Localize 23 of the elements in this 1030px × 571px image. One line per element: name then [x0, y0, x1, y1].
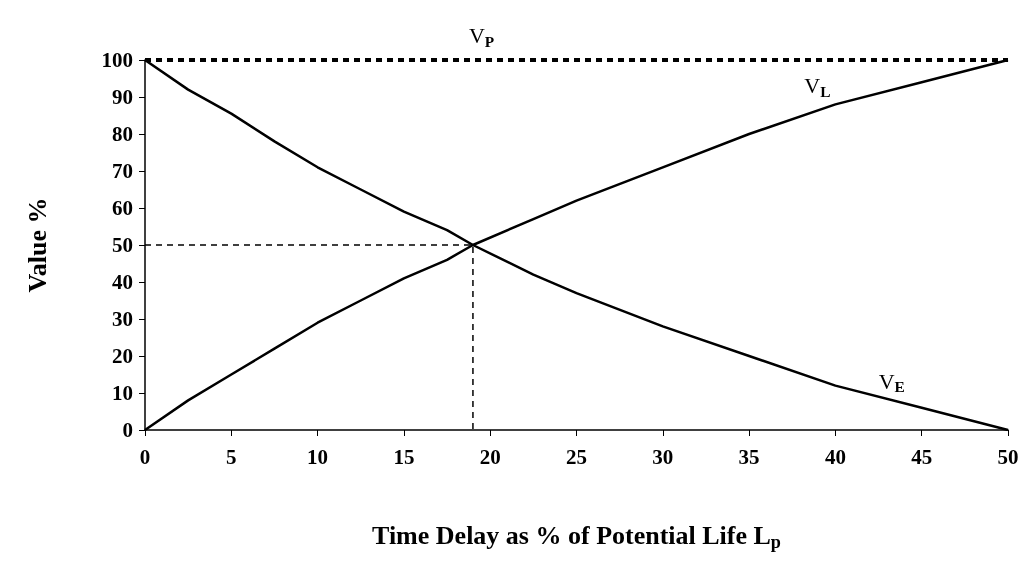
x-tick-label: 15 [393, 444, 415, 469]
x-tick-label: 10 [307, 444, 329, 469]
x-tick-label: 35 [738, 444, 760, 469]
x-tick-label: 50 [997, 444, 1019, 469]
y-tick-label: 80 [112, 122, 133, 146]
y-tick-label: 90 [112, 85, 133, 109]
y-tick-label: 40 [112, 270, 133, 294]
x-tick-label: 25 [566, 444, 587, 469]
y-tick-label: 10 [112, 381, 133, 405]
y-tick-label: 0 [122, 418, 133, 442]
y-tick-label: 30 [112, 307, 133, 331]
y-tick-label: 70 [112, 159, 133, 183]
x-tick-label: 5 [226, 444, 237, 469]
y-tick-label: 100 [101, 48, 133, 72]
x-tick-label: 20 [479, 444, 501, 469]
y-tick-label: 60 [112, 196, 133, 220]
x-tick-label: 0 [139, 444, 151, 469]
y-axis-title: Value % [22, 197, 52, 293]
x-tick-label: 30 [652, 444, 674, 469]
x-tick-label: 40 [824, 444, 846, 469]
y-tick-label: 50 [112, 233, 133, 257]
x-tick-label: 45 [911, 444, 933, 469]
y-tick-label: 20 [112, 344, 133, 368]
